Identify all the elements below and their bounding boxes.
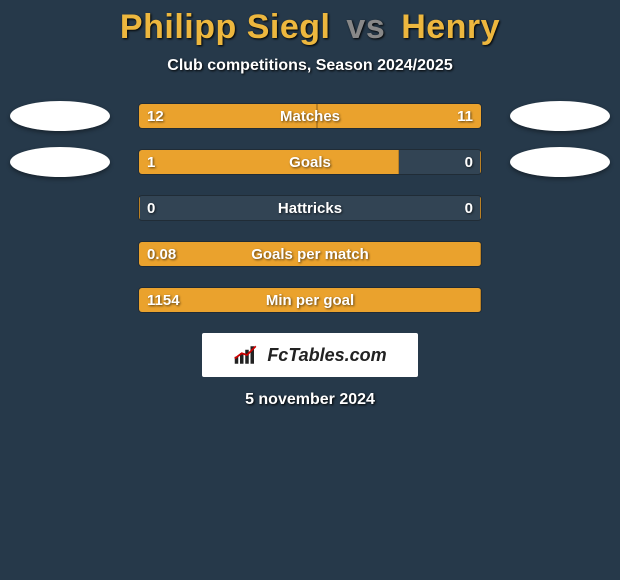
bar-left xyxy=(139,196,140,220)
subtitle: Club competitions, Season 2024/2025 xyxy=(0,57,620,75)
date-text: 5 november 2024 xyxy=(0,391,620,409)
player1-name: Philipp Siegl xyxy=(120,8,331,46)
bar-track: Matches1211 xyxy=(138,103,482,129)
bar-right xyxy=(317,104,481,128)
stat-row: Matches1211 xyxy=(0,103,620,129)
brand-text: FcTables.com xyxy=(267,345,386,366)
stat-value-right: 0 xyxy=(465,150,473,175)
vs-text: vs xyxy=(346,8,385,46)
page-title: Philipp Siegl vs Henry xyxy=(0,0,620,47)
bar-left xyxy=(139,150,399,174)
stat-value-left: 0 xyxy=(147,196,155,221)
bar-right xyxy=(480,288,481,312)
bar-track: Goals per match0.08 xyxy=(138,241,482,267)
stat-row: Goals10 xyxy=(0,149,620,175)
bar-right xyxy=(480,242,481,266)
stat-row: Goals per match0.08 xyxy=(0,241,620,267)
bar-track: Hattricks0 0 xyxy=(138,195,482,221)
bar-left xyxy=(139,242,481,266)
player2-name: Henry xyxy=(401,8,500,46)
bar-right xyxy=(480,196,481,220)
bar-left xyxy=(139,104,317,128)
bar-track: Min per goal1154 xyxy=(138,287,482,313)
bar-track: Goals10 xyxy=(138,149,482,175)
comparison-chart: Matches1211Goals10Hattricks00Goals per m… xyxy=(0,103,620,313)
player2-avatar xyxy=(510,101,610,131)
player1-avatar xyxy=(10,147,110,177)
bars-icon xyxy=(233,344,261,366)
bar-left xyxy=(139,288,481,312)
stat-row: Hattricks0 0 xyxy=(0,195,620,221)
stat-value-right: 0 xyxy=(465,196,473,221)
stat-row: Min per goal1154 xyxy=(0,287,620,313)
player2-avatar xyxy=(510,147,610,177)
bar-right xyxy=(480,150,481,174)
brand-badge: FcTables.com xyxy=(202,333,418,377)
player1-avatar xyxy=(10,101,110,131)
stat-label: Hattricks xyxy=(139,196,481,221)
